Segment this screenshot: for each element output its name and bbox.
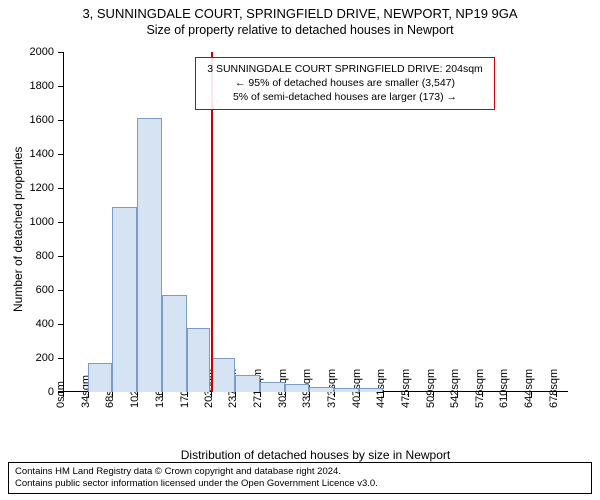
chart-title-sub: Size of property relative to detached ho…	[0, 23, 600, 37]
y-tick-label: 1600	[14, 114, 54, 126]
y-tick-mark	[58, 324, 63, 325]
histogram-bar	[112, 207, 137, 392]
histogram-bar	[334, 388, 359, 392]
y-axis-title: Number of detached properties	[11, 147, 25, 312]
x-axis-title: Distribution of detached houses by size …	[63, 448, 568, 462]
footer-attribution: Contains HM Land Registry data © Crown c…	[8, 462, 592, 494]
histogram-bar	[309, 387, 334, 392]
y-tick-label: 400	[14, 318, 54, 330]
annotation-line-1: 3 SUNNINGDALE COURT SPRINGFIELD DRIVE: 2…	[204, 62, 486, 76]
y-tick-mark	[58, 120, 63, 121]
histogram-bar	[162, 295, 187, 392]
histogram-bar	[88, 363, 113, 392]
histogram-bar	[359, 388, 384, 392]
histogram-bar	[137, 118, 162, 392]
y-tick-mark	[58, 154, 63, 155]
y-axis-line	[63, 52, 64, 392]
histogram-bar	[285, 384, 310, 392]
y-tick-mark	[58, 188, 63, 189]
y-tick-mark	[58, 290, 63, 291]
histogram-bar	[211, 358, 236, 392]
chart-title-main: 3, SUNNINGDALE COURT, SPRINGFIELD DRIVE,…	[0, 6, 600, 21]
annotation-callout: 3 SUNNINGDALE COURT SPRINGFIELD DRIVE: 2…	[195, 57, 495, 110]
title-block: 3, SUNNINGDALE COURT, SPRINGFIELD DRIVE,…	[0, 0, 600, 37]
y-tick-mark	[58, 256, 63, 257]
y-tick-mark	[58, 222, 63, 223]
y-tick-mark	[58, 358, 63, 359]
histogram-bar	[260, 382, 285, 392]
y-tick-label: 200	[14, 352, 54, 364]
annotation-line-3: 5% of semi-detached houses are larger (1…	[204, 90, 486, 104]
y-tick-label: 0	[14, 386, 54, 398]
y-tick-mark	[58, 52, 63, 53]
footer-line-2: Contains public sector information licen…	[15, 478, 585, 490]
y-tick-mark	[58, 86, 63, 87]
histogram-bar	[187, 328, 211, 392]
histogram-bar	[235, 375, 260, 392]
footer-line-1: Contains HM Land Registry data © Crown c…	[15, 466, 585, 478]
y-tick-label: 2000	[14, 46, 54, 58]
annotation-line-2: ← 95% of detached houses are smaller (3,…	[204, 76, 486, 90]
y-tick-label: 1800	[14, 80, 54, 92]
